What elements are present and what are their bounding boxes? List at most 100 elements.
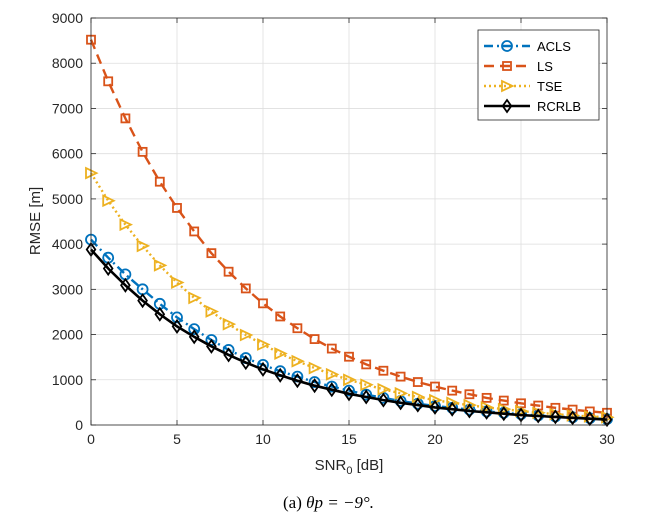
x-tick-label: 25 <box>513 431 529 447</box>
data-point-tse <box>343 373 357 387</box>
x-tick-label: 30 <box>599 431 615 447</box>
data-point-rcrlb <box>412 397 424 413</box>
series-line-rcrlb <box>90 248 608 421</box>
data-point-rcrlb <box>481 404 492 420</box>
legend-label-acls: ACLS <box>537 39 571 54</box>
series-line-ls <box>89 39 608 414</box>
y-axis: 0 1000 2000 3000 4000 5000 6000 7000 8000 9000 <box>52 10 607 433</box>
y-tick-label: 8000 <box>52 55 83 71</box>
x-axis-label: SNR0 [dB] <box>315 457 384 477</box>
data-point-ls <box>309 334 320 344</box>
data-point-ls <box>292 323 303 334</box>
data-point-rcrlb <box>326 382 338 398</box>
legend-marker-ls <box>502 61 512 71</box>
data-point-ls <box>258 298 268 309</box>
data-point-ls <box>464 389 475 400</box>
legend-marker-acls <box>501 40 513 52</box>
x-tick-label: 20 <box>427 431 443 447</box>
y-tick-label: 1000 <box>52 372 83 388</box>
data-point-tse <box>188 291 202 305</box>
data-point-rcrlb <box>378 392 389 408</box>
legend-label-ls: LS <box>537 59 553 74</box>
legend: ACLS LS TSE RCRLB <box>477 29 600 121</box>
data-point-rcrlb <box>274 367 286 383</box>
data-point-ls <box>430 381 440 392</box>
data-point-rcrlb <box>567 410 578 426</box>
data-point-tse <box>377 382 391 396</box>
data-point-ls <box>412 377 423 387</box>
y-axis-label: RMSE [m] <box>27 187 44 255</box>
y-tick-label: 7000 <box>52 100 83 116</box>
data-point-ls <box>206 248 217 259</box>
data-point-ls <box>447 385 458 396</box>
data-point-ls <box>481 392 492 403</box>
legend-marker-rcrlb <box>501 98 513 114</box>
y-tick-label: 5000 <box>52 191 83 207</box>
series-layer <box>85 34 615 428</box>
data-point-ls <box>498 395 509 406</box>
data-point-tse <box>274 347 288 360</box>
data-point-tse <box>480 400 495 414</box>
data-point-rcrlb <box>464 403 475 419</box>
data-point-tse <box>308 361 323 375</box>
data-point-tse <box>239 328 254 342</box>
data-point-tse <box>463 398 477 412</box>
data-point-ls <box>154 176 165 187</box>
x-tick-label: 0 <box>87 431 95 447</box>
data-point-tse <box>205 305 219 318</box>
data-point-rcrlb <box>446 401 458 417</box>
x-tick-label: 5 <box>173 431 181 447</box>
data-point-rcrlb <box>309 378 320 394</box>
legend-label-rcrlb: RCRLB <box>537 99 581 114</box>
legend-marker-tse <box>501 79 515 93</box>
data-point-rcrlb <box>188 329 200 345</box>
data-point-ls <box>103 76 114 87</box>
data-point-acls <box>308 376 321 388</box>
legend-label-tse: TSE <box>537 79 563 94</box>
data-point-tse <box>325 367 340 381</box>
data-point-tse <box>136 239 151 253</box>
data-point-ls <box>326 343 337 354</box>
data-point-ls <box>344 351 354 362</box>
y-tick-label: 9000 <box>52 10 83 26</box>
data-point-acls <box>171 311 183 324</box>
y-tick-label: 3000 <box>52 281 83 297</box>
data-point-ls <box>378 365 389 376</box>
figure-caption: (a) θp = −9°. <box>283 493 374 512</box>
data-point-rcrlb <box>171 318 183 334</box>
data-point-ls <box>137 146 148 157</box>
data-point-rcrlb <box>240 355 252 371</box>
data-point-rcrlb <box>120 277 131 293</box>
data-point-ls <box>223 266 234 277</box>
data-point-tse <box>222 317 237 331</box>
data-point-rcrlb <box>137 293 148 309</box>
data-point-ls <box>361 359 372 370</box>
data-point-tse <box>102 194 116 208</box>
data-point-rcrlb <box>498 406 510 422</box>
y-tick-label: 0 <box>75 417 83 433</box>
data-point-ls <box>172 203 182 213</box>
data-point-acls <box>188 323 201 336</box>
data-point-rcrlb <box>550 409 561 425</box>
data-point-ls <box>120 113 131 124</box>
x-tick-label: 15 <box>341 431 357 447</box>
data-point-tse <box>153 258 168 272</box>
data-point-ls <box>189 226 200 237</box>
data-point-rcrlb <box>429 399 441 415</box>
data-point-rcrlb <box>102 260 114 277</box>
data-point-rcrlb <box>154 306 166 322</box>
series-rcrlb <box>85 241 613 428</box>
data-point-tse <box>119 218 133 232</box>
caption-math: θp = −9°. <box>306 493 374 512</box>
y-tick-label: 2000 <box>52 327 83 343</box>
data-point-rcrlb <box>360 389 372 405</box>
data-point-rcrlb <box>223 347 234 363</box>
data-point-rcrlb <box>532 408 544 424</box>
data-point-rcrlb <box>206 338 217 354</box>
data-point-rcrlb <box>395 395 406 411</box>
data-point-tse <box>171 276 185 289</box>
data-point-rcrlb <box>343 386 355 402</box>
x-axis: 0 5 10 15 20 25 30 <box>87 18 615 447</box>
data-point-tse <box>291 354 305 368</box>
x-axis-label-subscript: 0 <box>346 465 352 477</box>
